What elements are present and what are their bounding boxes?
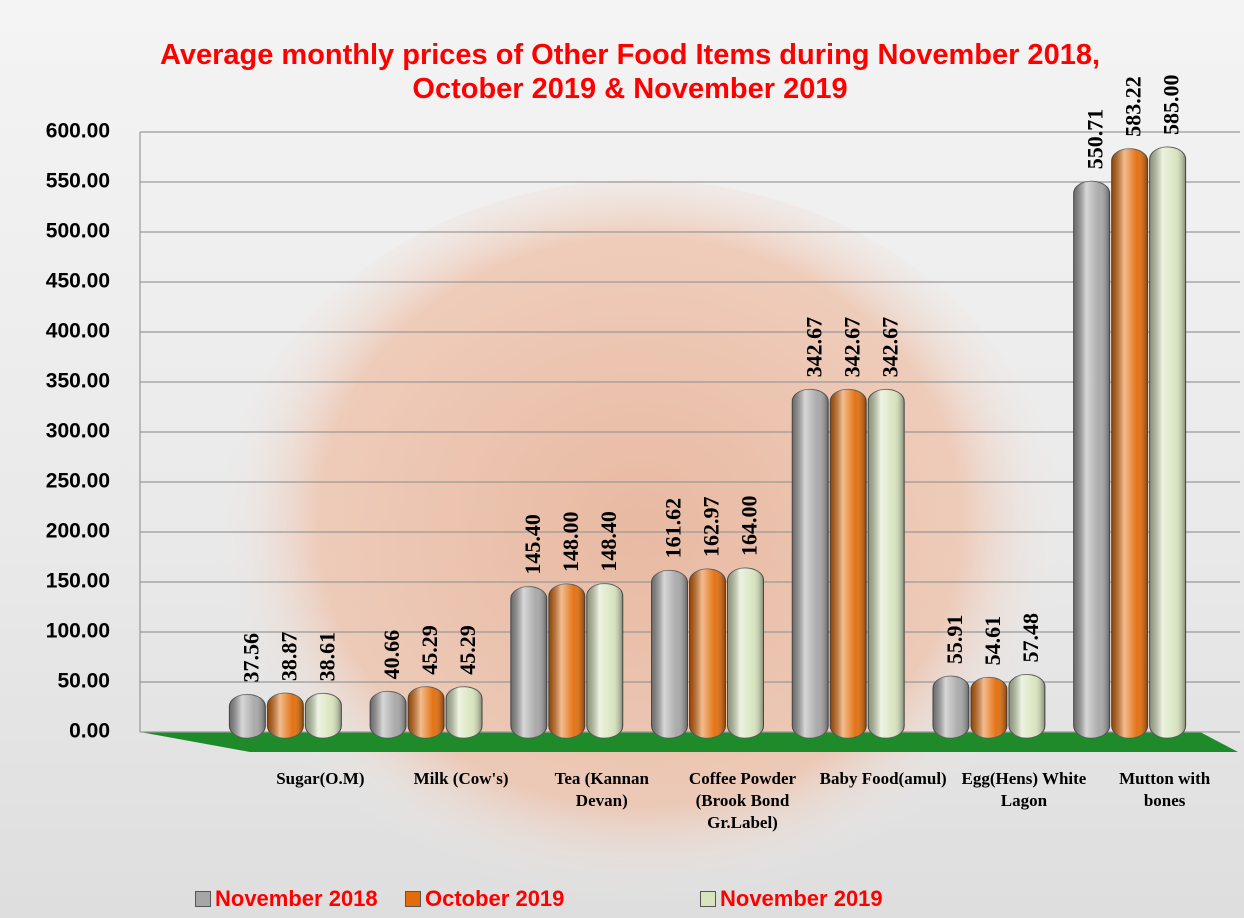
value-label: 145.40: [520, 514, 545, 575]
bar-group: [728, 568, 764, 738]
value-label: 342.67: [877, 317, 902, 378]
legend-item: November 2018: [195, 886, 378, 912]
bar-group: [1150, 147, 1186, 738]
bar-group: [587, 584, 623, 738]
x-tick-label: Milk (Cow's): [396, 768, 526, 790]
value-label: 57.48: [1018, 613, 1043, 663]
bar-group: [1112, 149, 1148, 738]
legend-swatch: [700, 891, 716, 907]
x-tick-label: Mutton with bones: [1100, 768, 1230, 812]
bar-shine: [370, 691, 406, 738]
value-label: 583.22: [1121, 76, 1146, 137]
y-tick-label: 100.00: [46, 620, 110, 643]
x-tick-label: Tea (Kannan Devan): [537, 768, 667, 812]
y-tick-label: 400.00: [46, 320, 110, 343]
bar-group: [549, 584, 585, 738]
legend-label: November 2019: [720, 886, 883, 912]
bar-shine: [933, 676, 969, 738]
legend-swatch: [195, 891, 211, 907]
legend-label: October 2019: [425, 886, 564, 912]
bar-shine: [728, 568, 764, 738]
bar-shine: [587, 584, 623, 738]
bar-group: [1074, 181, 1110, 738]
value-label: 164.00: [737, 496, 762, 557]
value-label: 38.87: [276, 632, 301, 682]
bar-group: [652, 570, 688, 738]
y-tick-label: 150.00: [46, 570, 110, 593]
bar-shine: [868, 389, 904, 738]
legend-item: November 2019: [700, 886, 883, 912]
bar-shine: [446, 687, 482, 738]
bar-shine: [229, 694, 265, 738]
value-label: 55.91: [942, 615, 967, 665]
value-label: 148.00: [558, 512, 583, 573]
bar-shine: [1009, 675, 1045, 738]
value-label: 37.56: [238, 633, 263, 683]
bar-group: [370, 691, 406, 738]
bar-shine: [1074, 181, 1110, 738]
value-label: 585.00: [1159, 75, 1184, 136]
y-tick-label: 200.00: [46, 520, 110, 543]
bar-group: [971, 677, 1007, 738]
bar-group: [511, 587, 547, 738]
bar-group: [792, 389, 828, 738]
bar-group: [690, 569, 726, 738]
value-label: 342.67: [801, 317, 826, 378]
x-tick-label: Egg(Hens) White Lagon: [959, 768, 1089, 812]
value-label: 40.66: [379, 630, 404, 680]
bar-shine: [971, 677, 1007, 738]
y-tick-label: 250.00: [46, 470, 110, 493]
bar-group: [446, 687, 482, 738]
bar-group: [229, 694, 265, 738]
y-tick-label: 450.00: [46, 270, 110, 293]
chart-title: Average monthly prices of Other Food Ite…: [150, 38, 1110, 106]
y-tick-label: 500.00: [46, 220, 110, 243]
bar-group: [868, 389, 904, 738]
value-label: 550.71: [1083, 109, 1108, 170]
chart-area: 0.00 50.00 100.00 150.00 200.00 250.00 300.00 3…: [0, 0, 1244, 918]
bar-group: [267, 693, 303, 738]
bar-shine: [690, 569, 726, 738]
value-label: 45.29: [455, 625, 480, 674]
floor: [140, 732, 1238, 752]
legend-label: November 2018: [215, 886, 378, 912]
y-tick-label: 550.00: [46, 170, 110, 193]
value-label: 38.61: [314, 632, 339, 682]
bar-group: [1009, 675, 1045, 738]
x-tick-label: Baby Food(amul): [818, 768, 948, 790]
bar-shine: [830, 389, 866, 738]
bar-shine: [1150, 147, 1186, 738]
bar-shine: [305, 693, 341, 738]
bar-group: [933, 676, 969, 738]
y-tick-label: 50.00: [57, 670, 110, 693]
bar-group: [305, 693, 341, 738]
bar-shine: [549, 584, 585, 738]
legend-item: October 2019: [405, 886, 564, 912]
x-tick-label: Sugar(O.M): [255, 768, 385, 790]
bar-shine: [652, 570, 688, 738]
y-tick-label: 300.00: [46, 420, 110, 443]
bar-group: [830, 389, 866, 738]
legend-swatch: [405, 891, 421, 907]
x-tick-label: Coffee Powder (Brook Bond Gr.Label): [678, 768, 808, 834]
bar-shine: [511, 587, 547, 738]
y-tick-label: 350.00: [46, 370, 110, 393]
value-label: 148.40: [596, 511, 621, 572]
y-tick-label: 0.00: [69, 720, 110, 743]
y-tick-label: 600.00: [46, 120, 110, 143]
bar-shine: [792, 389, 828, 738]
value-label: 342.67: [839, 317, 864, 378]
value-label: 162.97: [699, 497, 724, 558]
bar-shine: [408, 687, 444, 738]
bar-shine: [267, 693, 303, 738]
value-label: 45.29: [417, 625, 442, 675]
bar-shine: [1112, 149, 1148, 738]
value-label: 54.61: [980, 616, 1005, 666]
value-label: 161.62: [661, 498, 686, 559]
bar-group: [408, 687, 444, 738]
